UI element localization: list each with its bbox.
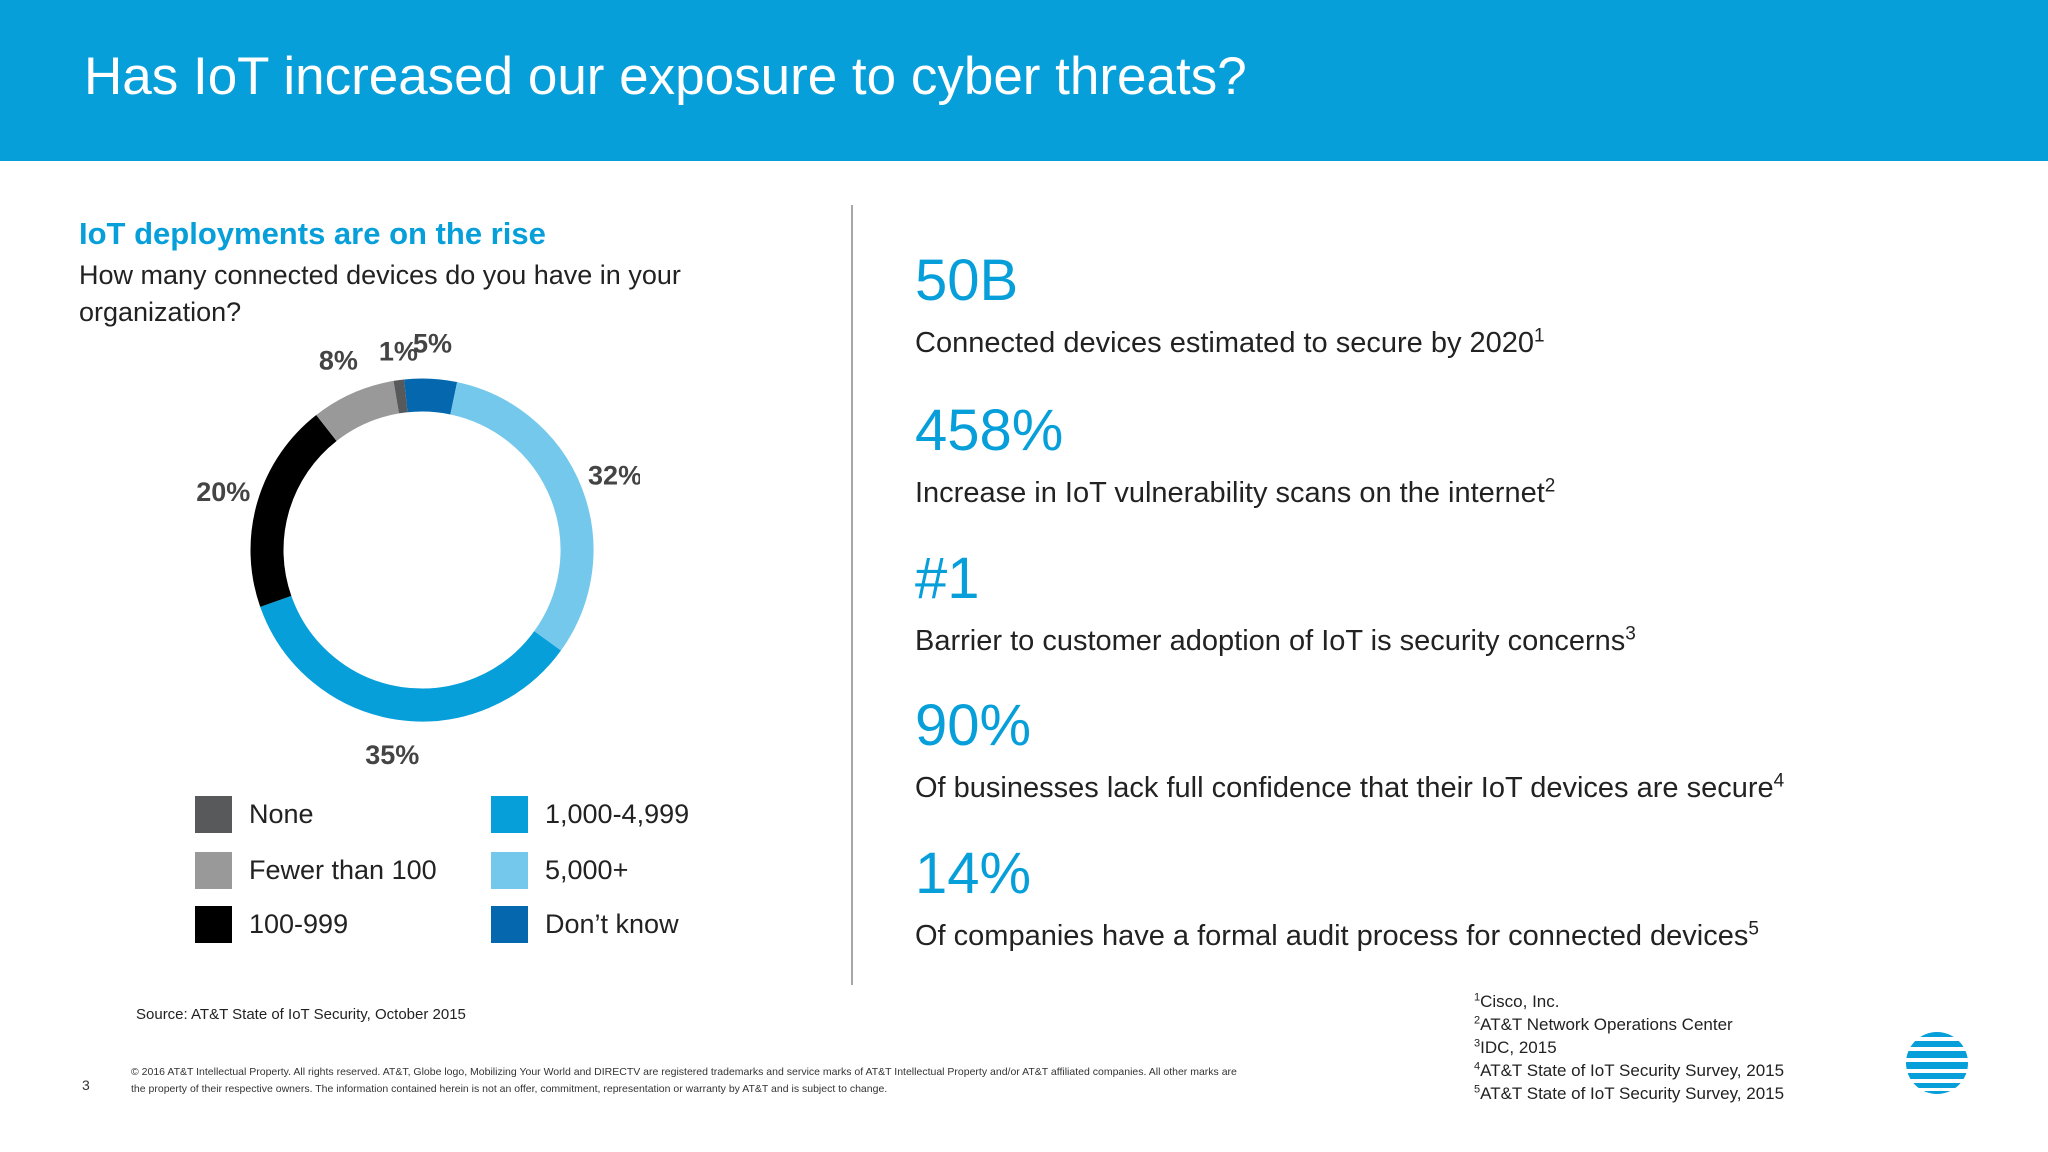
footnote-ref: 5: [1748, 918, 1759, 940]
legend-swatch: [491, 905, 528, 943]
stat-description: Connected devices estimated to secure by…: [915, 325, 1545, 359]
footnote-item: 3IDC, 2015: [1474, 1037, 1557, 1057]
stat-90-percent: 90% Of businesses lack full confidence t…: [915, 694, 1784, 806]
donut-slice-none: [393, 379, 408, 414]
legal-disclaimer: © 2016 AT&T Intellectual Property. All r…: [131, 1066, 1237, 1095]
stat-458-percent: 458% Increase in IoT vulnerability scans…: [915, 399, 1555, 511]
legend-swatch: [491, 851, 528, 889]
legend-label: None: [249, 798, 314, 829]
stat-description: Of companies have a formal audit process…: [915, 918, 1759, 952]
legend-label: 5,000+: [545, 854, 629, 885]
legend-label: 1,000-4,999: [545, 798, 690, 829]
donut-slice-fewer-than-100: [316, 380, 400, 442]
device-count-donut-chart: 5% 32% 35% 20% 8% 1%: [196, 328, 640, 770]
legend-label: 100-999: [249, 908, 349, 939]
footnote-ref: 3: [1625, 623, 1636, 645]
footnote-ref: 1: [1534, 325, 1545, 347]
legend-label: Fewer than 100: [249, 854, 437, 885]
stat-value: 90%: [915, 693, 1032, 758]
stat-50b: 50B Connected devices estimated to secur…: [915, 249, 1545, 361]
header-bar: Has IoT increased our exposure to cyber …: [0, 0, 2048, 161]
footnote-item: 5AT&T State of IoT Security Survey, 2015: [1474, 1083, 1785, 1103]
stat-description: Barrier to customer adoption of IoT is s…: [915, 623, 1636, 657]
donut-data-label: 1%: [379, 336, 418, 366]
footnote-ref: 4: [1773, 770, 1785, 792]
legend-item-100-999: 100-999: [195, 904, 348, 944]
donut-slice-1-000-4-999: [260, 595, 561, 722]
legend-item-fewer-than-100: Fewer than 100: [195, 850, 437, 890]
stat-value: 14%: [915, 841, 1032, 906]
donut-slice-5-000-: [450, 382, 594, 651]
stat-description: Increase in IoT vulnerability scans on t…: [915, 475, 1556, 509]
legend-swatch: [195, 851, 232, 889]
stat-description: Of businesses lack full confidence that …: [915, 770, 1785, 804]
stat-number-one: #1 Barrier to customer adoption of IoT i…: [915, 547, 1636, 659]
legend-label: Don’t know: [545, 908, 679, 939]
stat-14-percent: 14% Of companies have a formal audit pro…: [915, 842, 1759, 954]
footnote-item: 2AT&T Network Operations Center: [1474, 1014, 1733, 1034]
legend-item-5000-plus: 5,000+: [491, 850, 628, 890]
section-heading: IoT deployments are on the rise: [79, 216, 546, 251]
source-note: Source: AT&T State of IoT Security, Octo…: [136, 1006, 466, 1023]
legend-item-1000-4999: 1,000-4,999: [491, 794, 689, 834]
footnote-ref: 2: [1544, 475, 1556, 497]
att-globe-logo-icon: [1906, 1032, 1968, 1094]
legend-item-none: None: [195, 794, 314, 834]
footnote-item: 1Cisco, Inc.: [1474, 991, 1560, 1011]
stat-value: 50B: [915, 248, 1019, 313]
stat-value: 458%: [915, 398, 1064, 463]
survey-question: How many connected devices do you have i…: [79, 260, 681, 327]
donut-slice-don-t-know: [404, 378, 458, 415]
legend-swatch: [491, 795, 528, 833]
donut-data-label: 8%: [319, 346, 358, 376]
donut-slice-100-999: [250, 415, 337, 607]
page-number: 3: [82, 1077, 90, 1093]
donut-data-label: 5%: [413, 328, 452, 358]
column-divider: [851, 205, 853, 985]
footnotes: 1Cisco, Inc. 2AT&T Network Operations Ce…: [1474, 990, 1784, 1105]
legend-swatch: [195, 905, 232, 943]
page-title: Has IoT increased our exposure to cyber …: [84, 47, 1247, 106]
donut-data-label: 20%: [196, 477, 250, 507]
footnote-item: 4AT&T State of IoT Security Survey, 2015: [1474, 1060, 1785, 1080]
legend-item-dont-know: Don’t know: [491, 904, 679, 944]
donut-data-label: 35%: [365, 740, 419, 770]
stat-value: #1: [915, 546, 980, 611]
donut-data-label: 32%: [588, 460, 640, 490]
legend-swatch: [195, 795, 232, 833]
